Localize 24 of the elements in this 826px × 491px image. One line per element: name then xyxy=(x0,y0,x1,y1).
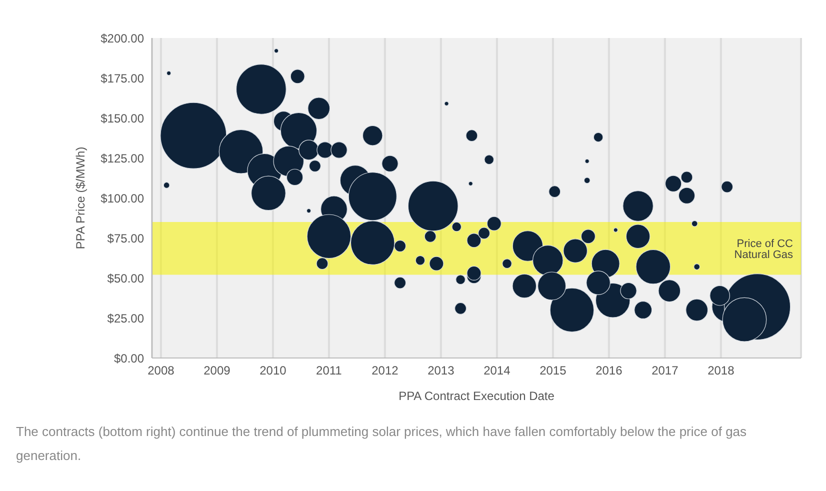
x-tick-label: 2012 xyxy=(372,364,399,378)
x-axis-title: PPA Contract Execution Date xyxy=(398,389,555,403)
band-label: Price of CC Natural Gas xyxy=(734,238,794,261)
y-tick-label: $200.00 xyxy=(100,31,144,46)
y-tick-label: $100.00 xyxy=(100,191,144,206)
y-tick-label: $75.00 xyxy=(107,231,144,246)
x-tick-label: 2010 xyxy=(260,364,287,378)
y-tick-label: $150.00 xyxy=(100,111,144,126)
x-tick-label: 2014 xyxy=(484,364,511,378)
x-tick-label: 2009 xyxy=(204,364,231,378)
x-tick-label: 2008 xyxy=(148,364,175,378)
y-tick-label: $175.00 xyxy=(100,71,144,86)
x-tick-label: 2015 xyxy=(540,364,567,378)
y-tick-label: $25.00 xyxy=(107,311,144,326)
y-tick-label: $125.00 xyxy=(100,151,144,166)
y-axis-title: PPA Price ($/MWh) xyxy=(73,146,88,250)
text: The contracts (bottom right) continue the trend of plummeting solar prices, which have fallen comfortably below the price of gas generation. xyxy=(15,423,748,465)
x-tick-label: 2017 xyxy=(652,364,679,378)
x-tick-label: 2013 xyxy=(428,364,455,378)
x-tick-label: 2018 xyxy=(708,364,735,378)
x-tick-label: 2016 xyxy=(596,364,623,378)
y-tick-label: $50.00 xyxy=(107,271,144,286)
x-tick-label: 2011 xyxy=(316,364,342,378)
y-tick-label: $0.00 xyxy=(114,351,144,366)
